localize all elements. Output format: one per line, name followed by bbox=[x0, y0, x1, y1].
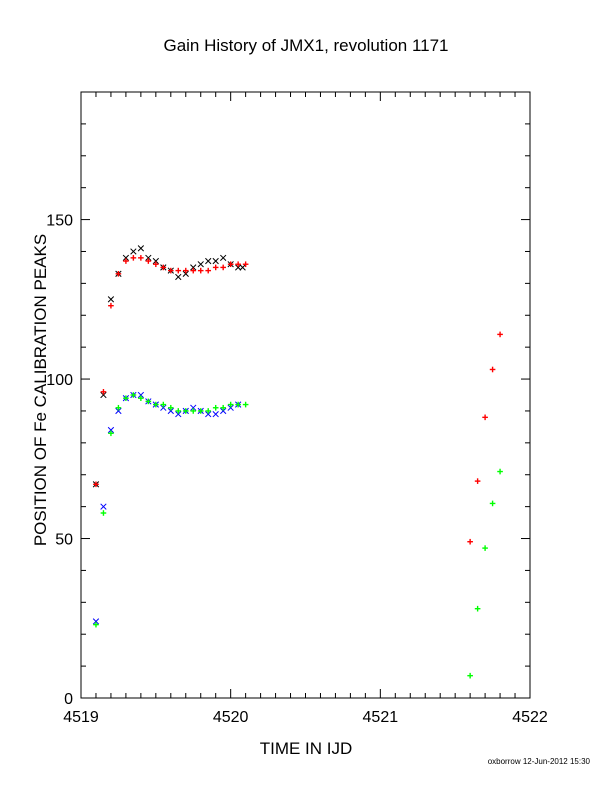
data-point bbox=[489, 366, 496, 373]
data-point bbox=[220, 254, 227, 262]
data-point bbox=[107, 296, 115, 303]
data-point bbox=[138, 255, 144, 261]
data-point bbox=[108, 430, 114, 437]
data-point bbox=[100, 503, 107, 510]
data-point bbox=[138, 395, 144, 401]
data-point bbox=[220, 407, 227, 415]
data-point bbox=[175, 267, 182, 274]
x-tick-label: 4520 bbox=[213, 709, 249, 726]
data-point bbox=[175, 408, 182, 414]
data-point bbox=[182, 267, 189, 274]
y-tick-label: 50 bbox=[55, 532, 73, 549]
data-point bbox=[115, 271, 122, 277]
data-point bbox=[160, 401, 167, 408]
data-point bbox=[190, 264, 197, 271]
data-point bbox=[175, 410, 182, 418]
data-point bbox=[130, 248, 137, 255]
data-point bbox=[197, 408, 204, 414]
data-point bbox=[212, 410, 219, 418]
data-point bbox=[122, 254, 130, 262]
data-point bbox=[100, 510, 107, 516]
data-point bbox=[242, 401, 249, 408]
data-point bbox=[93, 621, 99, 628]
x-tick-label: 4522 bbox=[512, 709, 548, 726]
data-point bbox=[227, 261, 234, 268]
data-point bbox=[145, 258, 152, 264]
data-point bbox=[107, 426, 115, 434]
data-point bbox=[205, 267, 212, 274]
data-point bbox=[220, 264, 226, 271]
y-axis: 0 50 100 150 bbox=[46, 91, 530, 708]
data-point bbox=[489, 500, 496, 507]
footer-stamp: oxborrow 12-Jun-2012 15:30 bbox=[487, 757, 590, 766]
data-point bbox=[190, 408, 197, 414]
data-point bbox=[474, 605, 481, 612]
data-point bbox=[152, 257, 159, 265]
data-point bbox=[182, 408, 189, 414]
data-point bbox=[212, 257, 219, 265]
y-tick-label: 150 bbox=[46, 213, 73, 230]
data-point bbox=[212, 264, 219, 271]
data-point bbox=[160, 264, 167, 271]
data-point bbox=[190, 267, 197, 274]
data-point bbox=[197, 261, 204, 268]
x-tick-label: 4519 bbox=[63, 709, 99, 726]
data-point bbox=[92, 618, 100, 625]
data-point bbox=[175, 273, 182, 281]
data-point bbox=[467, 672, 473, 679]
data-point bbox=[115, 407, 122, 415]
data-point bbox=[205, 257, 212, 265]
data-point bbox=[137, 391, 145, 399]
data-point bbox=[497, 468, 503, 475]
data-point bbox=[123, 258, 129, 264]
data-point bbox=[197, 267, 204, 274]
data-point bbox=[115, 404, 122, 411]
data-point bbox=[467, 538, 473, 545]
data-point bbox=[182, 270, 189, 277]
data-point bbox=[100, 389, 107, 395]
data-point bbox=[153, 261, 159, 268]
y-tick-label: 0 bbox=[64, 691, 73, 708]
plot-frame bbox=[80, 91, 531, 699]
data-point bbox=[130, 392, 137, 398]
data-point bbox=[235, 261, 241, 268]
data-point bbox=[212, 404, 219, 411]
data-point bbox=[167, 407, 174, 415]
x-axis-label: TIME IN IJD bbox=[260, 739, 353, 758]
data-point bbox=[153, 401, 159, 408]
data-point bbox=[100, 391, 107, 399]
data-point bbox=[137, 245, 145, 252]
plot-points bbox=[92, 245, 503, 679]
chart-title: Gain History of JMX1, revolution 1171 bbox=[163, 36, 449, 55]
data-point bbox=[168, 404, 174, 411]
data-point bbox=[482, 414, 488, 421]
data-point bbox=[227, 404, 234, 411]
data-point bbox=[497, 331, 503, 338]
data-point bbox=[145, 398, 152, 405]
data-point bbox=[130, 255, 137, 261]
data-point bbox=[227, 401, 234, 408]
x-tick-label: 4521 bbox=[363, 709, 399, 726]
data-point bbox=[205, 408, 212, 414]
data-point bbox=[205, 410, 212, 418]
data-point bbox=[242, 261, 249, 268]
data-point bbox=[190, 404, 197, 411]
data-point bbox=[123, 395, 129, 401]
data-point bbox=[145, 254, 152, 262]
x-axis: 4519 4520 4521 4522 bbox=[63, 92, 548, 726]
y-tick-label: 100 bbox=[46, 372, 73, 389]
data-point bbox=[108, 302, 114, 309]
data-point bbox=[474, 478, 481, 484]
data-point bbox=[160, 404, 167, 411]
data-point bbox=[482, 545, 488, 551]
data-point bbox=[220, 404, 226, 411]
data-point bbox=[168, 267, 174, 274]
data-point bbox=[234, 264, 242, 271]
data-point bbox=[235, 401, 241, 408]
data-point bbox=[239, 264, 246, 271]
data-point bbox=[93, 481, 99, 488]
